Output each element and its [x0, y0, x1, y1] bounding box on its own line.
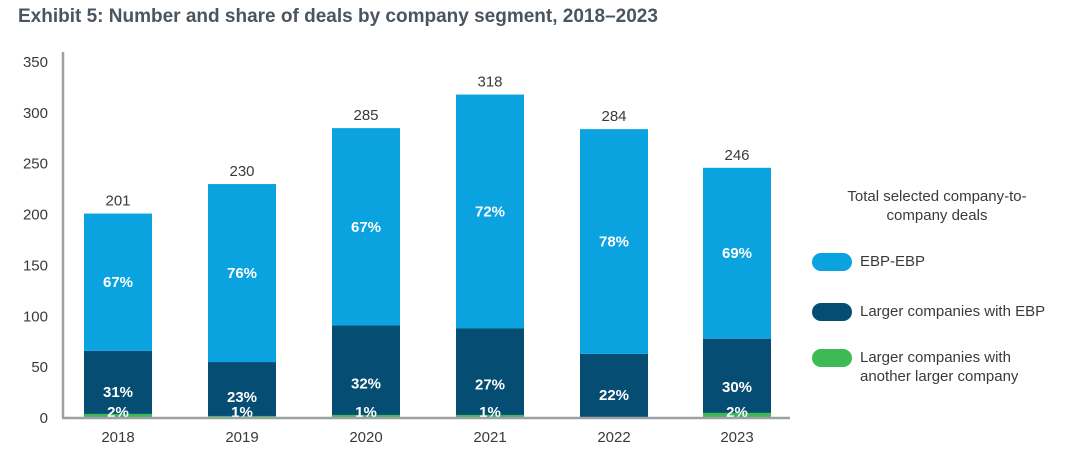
bar-segment — [703, 412, 771, 418]
share-label: 69% — [722, 245, 752, 262]
x-tick-label: 2020 — [349, 429, 382, 446]
legend-swatch — [812, 253, 852, 271]
total-label: 284 — [601, 108, 626, 125]
bar-segment — [84, 413, 152, 418]
y-tick-label: 0 — [40, 410, 48, 427]
total-label: 230 — [229, 163, 254, 180]
share-label: 72% — [475, 204, 505, 221]
total-label: 285 — [353, 107, 378, 124]
bars — [84, 94, 771, 418]
legend-label: Larger companies with EBP — [860, 303, 1046, 320]
bar-segment — [208, 362, 276, 416]
share-label: 30% — [722, 379, 752, 396]
y-tick-label: 300 — [23, 105, 48, 122]
share-label: 27% — [475, 377, 505, 394]
bar-segment — [703, 338, 771, 413]
share-label: 23% — [227, 389, 257, 406]
x-tick-label: 2018 — [101, 429, 134, 446]
legend-item-larger-with-ebp: Larger companies with EBP — [812, 302, 1074, 348]
chart-title: Exhibit 5: Number and share of deals by … — [18, 6, 658, 27]
y-tick-label: 350 — [23, 54, 48, 71]
total-labels: 201 230 285 318 284 246 — [105, 74, 749, 210]
bar-segment — [580, 129, 648, 354]
x-axis-ticks: 2018 2019 2020 2021 2022 2023 — [101, 429, 753, 446]
x-tick-label: 2019 — [225, 429, 258, 446]
legend-swatch — [812, 303, 852, 321]
y-tick-label: 100 — [23, 308, 48, 325]
share-label: 32% — [351, 376, 381, 393]
y-axis-ticks: 0 50 100 150 200 250 300 350 — [23, 54, 48, 427]
total-label: 201 — [105, 193, 130, 210]
x-tick-label: 2023 — [720, 429, 753, 446]
legend: EBP-EBP Larger companies with EBP Larger… — [812, 252, 1074, 386]
legend-item-ebp-ebp: EBP-EBP — [812, 252, 1074, 302]
bar-segment — [332, 414, 400, 418]
bar-segment — [580, 353, 648, 417]
legend-label: Larger companies with another larger com… — [860, 349, 1019, 385]
share-label: 67% — [351, 219, 381, 236]
x-tick-label: 2022 — [597, 429, 630, 446]
share-label: 76% — [227, 265, 257, 282]
x-tick-label: 2021 — [473, 429, 506, 446]
share-label: 31% — [103, 384, 133, 401]
y-tick-label: 250 — [23, 156, 48, 173]
legend-label: EBP-EBP — [860, 253, 926, 270]
total-label: 246 — [724, 147, 749, 164]
legend-title: Total selected company-to-company deals — [847, 188, 1027, 224]
share-labels: 2%31%67%1%23%76%1%32%67%1%27%72%22%78%2%… — [103, 204, 752, 421]
legend-swatch — [812, 349, 852, 367]
bar-segment — [84, 213, 152, 351]
y-tick-label: 200 — [23, 207, 48, 224]
bar-segment — [456, 414, 524, 418]
bar-segment — [208, 184, 276, 363]
share-label: 67% — [103, 274, 133, 291]
bar-segment — [84, 350, 152, 414]
bar-segment — [332, 325, 400, 415]
bar-segment — [332, 128, 400, 326]
total-label: 318 — [477, 74, 502, 91]
legend-item-larger-with-larger: Larger companies with another larger com… — [812, 348, 1074, 386]
bar-segment — [456, 328, 524, 415]
bar-segment — [456, 94, 524, 329]
y-tick-label: 150 — [23, 257, 48, 274]
share-label: 78% — [599, 234, 629, 251]
y-tick-label: 50 — [31, 359, 48, 376]
bar-segment — [703, 167, 771, 339]
share-label: 22% — [599, 387, 629, 404]
